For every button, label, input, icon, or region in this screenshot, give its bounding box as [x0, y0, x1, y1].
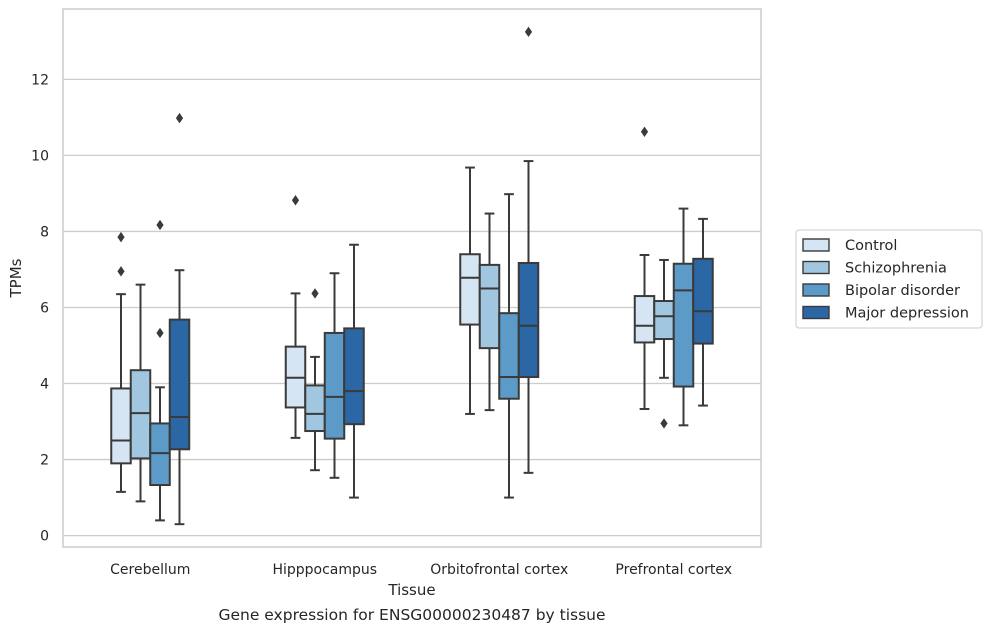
legend-label: Schizophrenia — [845, 261, 947, 277]
y-tick-label: 0 — [40, 529, 49, 545]
box-body — [110, 387, 132, 465]
box — [284, 195, 307, 439]
box-body — [168, 318, 191, 451]
y-tick-label: 12 — [31, 72, 49, 88]
x-tick-label: Cerebellum — [110, 562, 190, 578]
legend-label: Major depression — [845, 306, 969, 322]
box — [110, 231, 132, 493]
box-body — [459, 253, 481, 326]
box — [304, 288, 326, 472]
box — [672, 207, 695, 427]
outlier-point — [291, 195, 300, 206]
series-group — [168, 26, 714, 526]
outlier-point — [524, 26, 533, 38]
box — [459, 166, 481, 415]
legend: Control Schizophrenia Bipolar disorder Majo… — [795, 229, 983, 329]
outlier-point — [311, 288, 319, 299]
box-body — [672, 262, 695, 388]
outlier-point — [117, 266, 125, 277]
box-body — [653, 300, 675, 341]
legend-label: Control — [845, 238, 897, 254]
y-tick-labels: 0 2 4 6 8 10 12 — [31, 72, 49, 544]
box — [517, 26, 540, 474]
series-group — [110, 126, 656, 493]
y-tick-label: 4 — [40, 377, 49, 393]
box — [129, 283, 152, 503]
chart-caption: Gene expression for ENSG00000230487 by t… — [218, 606, 606, 624]
legend-frame — [795, 229, 983, 329]
y-tick-label: 10 — [31, 148, 49, 164]
outlier-point — [156, 327, 164, 339]
box — [343, 243, 365, 499]
box — [149, 219, 171, 522]
series-group — [129, 212, 675, 503]
box-body — [129, 369, 152, 460]
y-tick-label: 6 — [40, 300, 49, 316]
outlier-point — [156, 219, 164, 231]
box-body — [498, 312, 520, 400]
box-body — [633, 295, 656, 344]
x-tick-label: Prefrontal cortex — [615, 562, 732, 578]
box-series — [110, 26, 714, 526]
x-tick-label: Hipppocampus — [272, 562, 377, 578]
x-tick-label: Orbitofrontal cortex — [430, 562, 568, 578]
series-group — [149, 193, 695, 522]
outlier-point — [640, 126, 649, 138]
legend-swatch — [802, 283, 830, 297]
y-axis-label: TPMs — [7, 258, 25, 298]
box — [633, 126, 656, 410]
legend-swatch — [802, 260, 830, 275]
box — [498, 193, 520, 499]
x-tick-labels: Cerebellum Hipppocampus Orbitofrontal cort… — [110, 562, 732, 578]
box — [478, 212, 501, 412]
outlier-point — [117, 231, 125, 243]
box — [692, 217, 714, 407]
plot-frame — [62, 8, 762, 548]
y-tick-label: 8 — [40, 224, 49, 240]
x-axis-label: Tissue — [387, 581, 435, 599]
box — [323, 272, 346, 479]
box — [168, 112, 191, 526]
box-body — [343, 327, 365, 426]
box-body — [478, 263, 501, 350]
legend-swatch — [802, 305, 830, 320]
box-body — [692, 257, 714, 345]
box-body — [304, 384, 326, 433]
legend-swatch — [802, 238, 830, 252]
legend-label: Bipolar disorder — [845, 283, 960, 299]
outlier-point — [660, 418, 668, 429]
box-body — [149, 422, 171, 487]
y-tick-label: 2 — [40, 453, 49, 469]
box-body — [517, 261, 540, 379]
box — [653, 258, 675, 429]
outlier-point — [175, 112, 184, 124]
box-body — [323, 331, 346, 440]
